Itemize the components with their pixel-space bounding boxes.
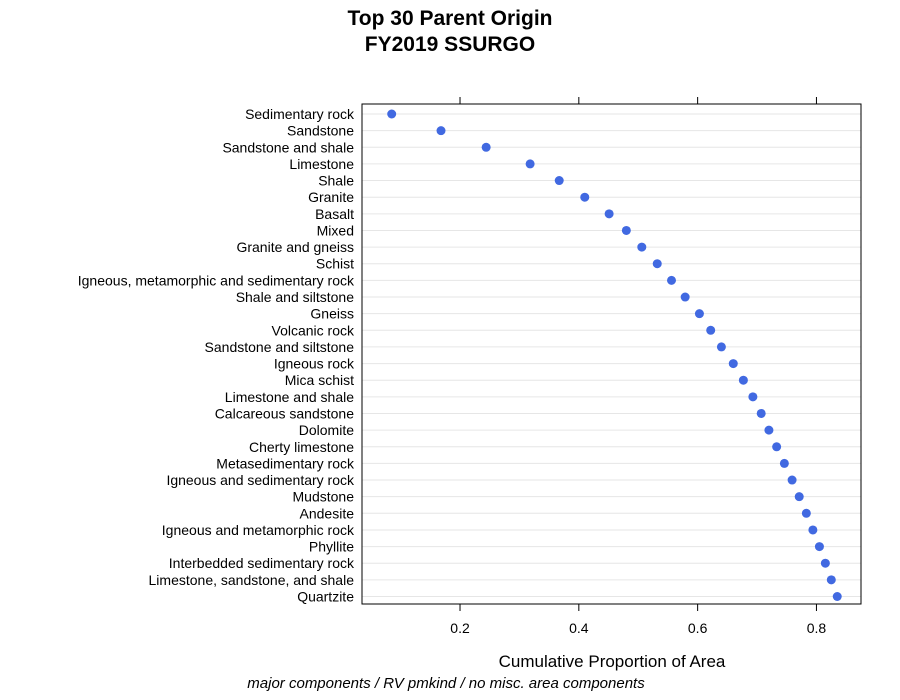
category-label: Metasedimentary rock [216, 455, 355, 471]
data-point [820, 558, 830, 568]
data-point [666, 275, 676, 285]
data-point [706, 325, 716, 335]
footnote: major components / RV pmkind / no misc. … [247, 675, 645, 692]
data-point [604, 209, 614, 219]
data-point [525, 159, 535, 169]
category-label: Igneous, metamorphic and sedimentary roc… [78, 272, 355, 288]
category-label: Phyllite [309, 539, 354, 555]
data-point [387, 109, 397, 119]
category-label: Gneiss [310, 306, 354, 322]
data-point [680, 292, 690, 302]
category-label: Calcareous sandstone [215, 405, 355, 421]
data-point [436, 126, 446, 136]
data-point [801, 508, 811, 518]
x-tick-label: 0.6 [688, 620, 708, 636]
category-label: Igneous and metamorphic rock [162, 522, 355, 538]
data-point [554, 176, 564, 186]
category-label: Quartzite [297, 589, 354, 605]
x-tick-label: 0.2 [450, 620, 470, 636]
category-label: Limestone [289, 156, 354, 172]
data-point [728, 359, 738, 369]
category-label: Sedimentary rock [245, 106, 355, 122]
category-label: Mixed [317, 222, 354, 238]
category-label: Sandstone and shale [222, 139, 354, 155]
category-label: Mica schist [285, 372, 354, 388]
category-label: Sandstone and siltstone [205, 339, 355, 355]
category-label: Andesite [300, 505, 355, 521]
data-point [738, 375, 748, 385]
data-point [580, 192, 590, 202]
gridlines [362, 113, 861, 597]
data-point [832, 592, 842, 601]
category-label: Granite and gneiss [236, 239, 354, 255]
data-point [814, 542, 824, 552]
data-point [694, 309, 704, 319]
data-point [779, 458, 789, 468]
category-label: Volcanic rock [272, 322, 355, 338]
data-point [652, 259, 662, 269]
x-axis-label: Cumulative Proportion of Area [499, 652, 726, 671]
category-label: Dolomite [299, 422, 354, 438]
category-label: Mudstone [293, 489, 355, 505]
category-label: Sandstone [287, 123, 354, 139]
data-point [808, 525, 818, 535]
data-point [481, 142, 491, 152]
category-label: Interbedded sedimentary rock [169, 555, 355, 571]
data-point [756, 408, 766, 418]
plot-frame [361, 103, 862, 605]
data-point [621, 225, 631, 235]
data-point [764, 425, 774, 435]
data-point [772, 442, 782, 452]
category-label: Shale and siltstone [236, 289, 355, 305]
category-label: Igneous rock [274, 356, 355, 372]
x-tick-label: 0.8 [807, 620, 827, 636]
data-point [716, 342, 726, 352]
x-tick-label: 0.4 [569, 620, 589, 636]
category-label: Basalt [315, 206, 354, 222]
data-point [637, 242, 647, 252]
category-label: Shale [318, 173, 354, 189]
data-point [787, 475, 797, 485]
category-label: Cherty limestone [249, 439, 354, 455]
data-point [748, 392, 758, 402]
data-point [826, 575, 836, 585]
data-point [794, 492, 804, 502]
x-axis-ticks: 0.2 0.4 0.6 0.8 [450, 97, 826, 636]
category-label: Igneous and sedimentary rock [166, 472, 355, 488]
chart-title-block: Top 30 Parent Origin FY2019 SSURGO [0, 6, 900, 58]
data-points [387, 109, 842, 601]
chart-title: Top 30 Parent Origin [347, 7, 553, 30]
category-label: Granite [308, 189, 354, 205]
category-label: Limestone and shale [225, 389, 354, 405]
category-label: Schist [316, 256, 354, 272]
category-label: Limestone, sandstone, and shale [149, 572, 355, 588]
chart-subtitle: FY2019 SSURGO [364, 33, 536, 56]
